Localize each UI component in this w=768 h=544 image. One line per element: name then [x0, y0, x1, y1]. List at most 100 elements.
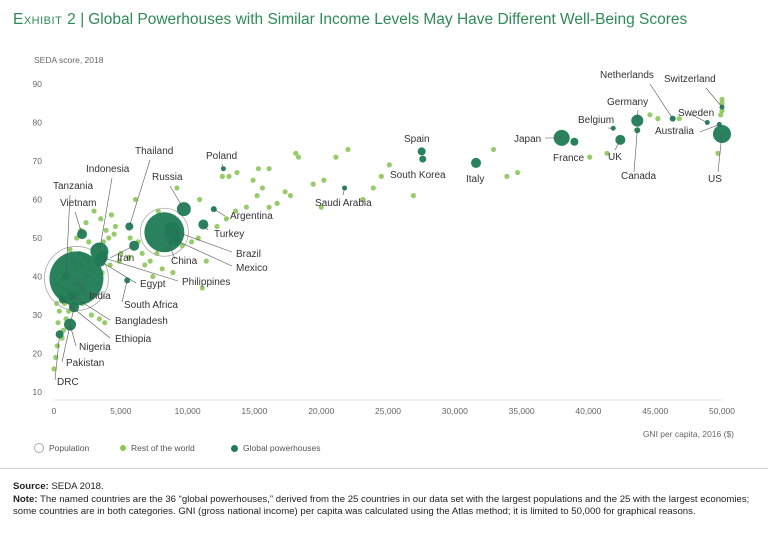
country-label: UK [608, 152, 622, 163]
country-label: Egypt [140, 279, 166, 290]
country-label: Pakistan [66, 358, 104, 369]
y-tick-label: 10 [33, 387, 43, 397]
rest-of-world-point [170, 270, 176, 276]
rest-of-world-point [96, 316, 103, 322]
rest-of-world-point [514, 169, 521, 176]
rest-of-world-point [102, 320, 108, 326]
rest-of-world-point [295, 154, 302, 160]
leader-line [649, 83, 673, 119]
population-circle [139, 207, 189, 257]
rest-of-world-point [250, 177, 256, 183]
rest-of-world-point [55, 320, 61, 326]
leader-line [54, 334, 60, 381]
rest-of-world-point [174, 185, 180, 191]
footer-divider [0, 468, 768, 469]
rest-of-world-point [83, 220, 89, 226]
country-label: Italy [466, 174, 484, 185]
rest-of-world-point [126, 254, 132, 260]
rest-of-world-point [111, 231, 117, 237]
y-tick-label: 90 [33, 79, 43, 89]
rest-of-world-point [54, 343, 60, 349]
powerhouse-point [471, 157, 482, 168]
legend-powerhouses-label: Global powerhouses [243, 443, 321, 453]
title-separator: | [80, 11, 85, 28]
leader-line [717, 134, 723, 173]
country-label: South Africa [124, 300, 178, 311]
x-tick-label: 40,000 [575, 406, 601, 416]
rest-of-world-point [107, 262, 113, 268]
rest-of-world-point [189, 239, 195, 245]
rest-of-world-point [223, 216, 229, 222]
country-label: Iran [117, 253, 134, 264]
exhibit-number: Exhibit 2 [13, 11, 77, 28]
rest-of-world-point [132, 196, 139, 203]
country-label: Philippines [182, 277, 230, 288]
legend-rest: Rest of the world [120, 443, 195, 453]
country-label: Argentina [230, 211, 273, 222]
rest-of-world-point [360, 196, 366, 203]
rest-of-world-point [345, 146, 351, 153]
powerhouse-point [417, 147, 426, 156]
country-label: DRC [57, 377, 79, 388]
legend-population: Population [34, 443, 89, 453]
x-tick-label: 0 [52, 406, 57, 416]
x-tick-label: 5,000 [110, 406, 132, 416]
rest-of-world-point [106, 235, 112, 241]
rest-of-world-point [98, 216, 104, 222]
country-label: France [553, 153, 585, 164]
rest-of-world-point [378, 173, 384, 179]
rest-of-world-point [103, 227, 109, 233]
rest-of-world-point [243, 204, 249, 210]
leader-line [164, 232, 176, 260]
rest-of-world-point [318, 204, 324, 210]
y-tick-label: 50 [33, 233, 43, 243]
y-axis-label: SEDA score, 2018 [34, 55, 104, 65]
rest-of-world-point [67, 246, 73, 253]
country-label: Canada [621, 171, 656, 182]
x-tick-label: 20,000 [308, 406, 334, 416]
powerhouse-point [570, 137, 579, 146]
rest-of-world-point [226, 173, 232, 179]
country-label: South Korea [390, 170, 446, 181]
rest-of-world-point [142, 262, 148, 268]
rest-of-world-point [266, 166, 272, 172]
x-tick-label: 10,000 [175, 406, 201, 416]
scatter-chart: SEDA score, 2018 10 20 30 40 50 60 70 80 90 0 5,000… [33, 55, 736, 439]
leader-line [699, 124, 720, 133]
leader-line [61, 307, 75, 363]
y-tick-label: 80 [33, 118, 43, 128]
country-label: Saudi Arabia [315, 198, 372, 209]
leader-line [172, 230, 233, 253]
country-label: Brazil [236, 249, 261, 260]
x-tick-label: 15,000 [241, 406, 267, 416]
population-swatch [34, 443, 44, 453]
rest-of-world-point [719, 108, 725, 114]
y-tick-label: 60 [33, 195, 43, 205]
country-label: Indonesia [86, 164, 130, 175]
leader-line [109, 245, 135, 259]
rest-of-world-point [266, 204, 272, 210]
powerhouse-point [58, 295, 67, 304]
y-tick-label: 70 [33, 156, 43, 166]
rest-of-world-point [293, 150, 299, 156]
x-tick-label: 45,000 [642, 406, 668, 416]
country-label: Ethiopia [115, 334, 152, 345]
source-line: Source: SEDA 2018. [13, 481, 758, 494]
legend-powerhouses: Global powerhouses [231, 443, 321, 453]
rest-of-world-point [504, 173, 510, 179]
rest-of-world-point [197, 196, 203, 203]
rest-of-world-point [274, 200, 280, 206]
rest-of-world-point [112, 223, 119, 230]
rest-of-world-point [676, 116, 682, 122]
y-tick-label: 30 [33, 310, 43, 320]
country-label: Tanzania [53, 181, 93, 192]
rest-of-world-point [86, 239, 92, 245]
source-text: SEDA 2018. [51, 481, 104, 492]
rest-of-world-point [150, 273, 156, 280]
leader-line [614, 139, 621, 151]
rest-of-world-point [233, 208, 239, 214]
leader-line [65, 194, 71, 277]
rest-of-world-point [56, 308, 62, 314]
rest-of-world-point [719, 100, 725, 106]
leader-line [129, 159, 151, 227]
